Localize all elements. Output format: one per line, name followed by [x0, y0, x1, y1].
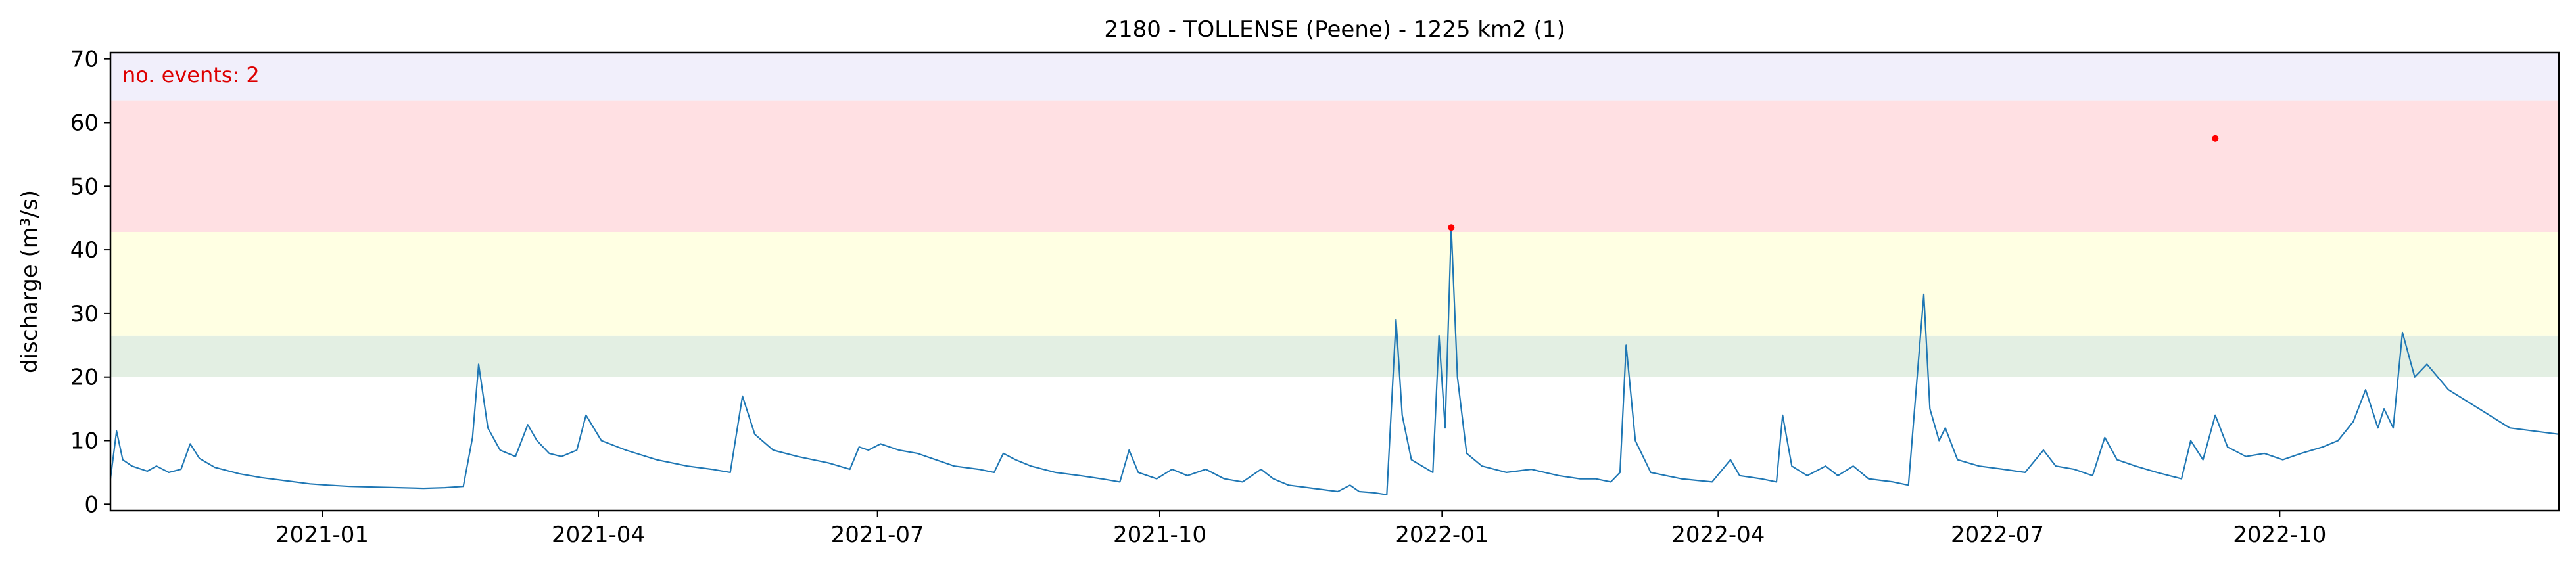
x-tick-label: 2021-04 — [552, 522, 645, 548]
threshold-band-1 — [110, 335, 2559, 377]
y-tick-label: 10 — [70, 428, 99, 455]
x-tick-label: 2021-07 — [831, 522, 924, 548]
y-tick-label: 40 — [70, 237, 99, 264]
threshold-band-4 — [110, 53, 2559, 101]
discharge-line — [109, 227, 2560, 495]
threshold-band-2 — [110, 231, 2559, 336]
y-tick-label: 60 — [70, 110, 99, 136]
x-tick-label: 2022-10 — [2233, 522, 2326, 548]
threshold-band-3 — [110, 100, 2559, 232]
event-marker-2 — [2212, 135, 2219, 142]
events-layer — [1448, 135, 2219, 231]
y-tick-label: 20 — [70, 365, 99, 391]
chart-title: 2180 - TOLLENSE (Peene) - 1225 km2 (1) — [1104, 16, 1565, 43]
x-tick-label: 2021-10 — [1113, 522, 1206, 548]
y-axis-label: discharge (m³/s) — [16, 190, 43, 373]
plot-frame — [109, 51, 2560, 512]
y-tick-label: 30 — [70, 301, 99, 327]
y-tick-label: 50 — [70, 173, 99, 200]
event-marker-1 — [1448, 224, 1455, 231]
series-layer — [109, 227, 2560, 495]
y-tick-label: 0 — [84, 492, 99, 518]
x-tick-label: 2021-01 — [275, 522, 369, 548]
x-axis-ticks: 2021-01 2021-04 2021-07 2021-10 2022-01 2022-… — [275, 511, 2326, 548]
y-tick-label: 70 — [70, 47, 99, 73]
x-tick-label: 2022-07 — [1951, 522, 2044, 548]
events-annotation: no. events: 2 — [122, 62, 260, 87]
x-tick-label: 2022-04 — [1671, 522, 1765, 548]
y-axis-ticks: 0 10 20 30 40 50 60 70 — [70, 47, 110, 518]
threshold-bands — [110, 53, 2559, 377]
x-tick-label: 2022-01 — [1395, 522, 1489, 548]
